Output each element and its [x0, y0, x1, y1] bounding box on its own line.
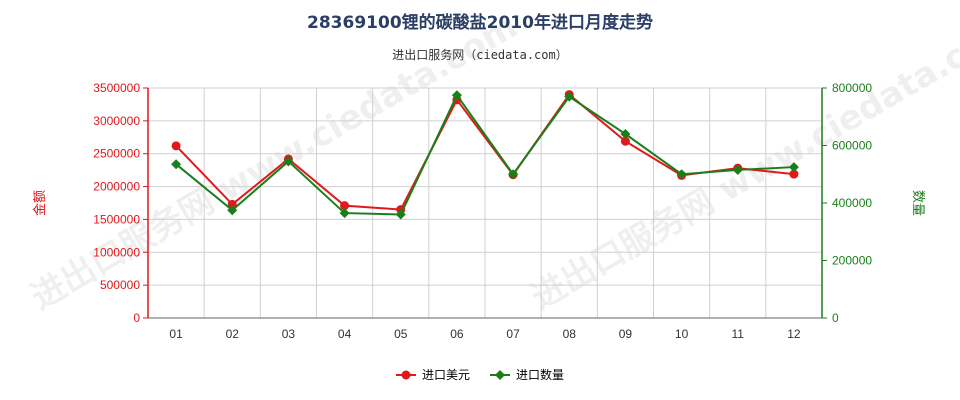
x-axis-tick-label: 05	[394, 327, 408, 341]
left-axis-tick-label: 3500000	[93, 81, 140, 95]
chart-title: 28369100锂的碳酸盐2010年进口月度走势	[307, 13, 653, 33]
data-point	[451, 90, 462, 101]
x-axis-tick-label: 02	[226, 327, 240, 341]
data-point	[788, 162, 799, 173]
data-point	[676, 169, 687, 180]
series-line	[175, 93, 794, 216]
x-axis-tick-label: 01	[169, 327, 183, 341]
x-axis-tick-label: 08	[563, 327, 577, 341]
x-axis-tick-label: 11	[732, 327, 745, 341]
left-axis-tick-label: 2500000	[93, 147, 140, 161]
left-axis-tick-label: 0	[133, 311, 140, 325]
data-point	[339, 208, 350, 219]
left-axis-tick-label: 3000000	[93, 114, 140, 128]
right-axis-tick-label: 200000	[832, 254, 872, 268]
legend: 进口美元 进口数量	[396, 367, 564, 382]
legend-swatch-marker	[401, 370, 411, 380]
left-axis-tick-label: 1500000	[93, 212, 140, 226]
right-axis-tick-label: 800000	[832, 81, 872, 95]
data-point	[171, 141, 181, 151]
data-point	[395, 209, 406, 220]
right-axis-title: 数量	[910, 190, 925, 216]
data-point	[508, 169, 519, 180]
x-axis-tick-label: 04	[338, 327, 352, 341]
left-axis-tick-label: 2000000	[93, 180, 140, 194]
x-axis-tick-label: 07	[506, 327, 520, 341]
axes: 0500000100000015000002000000250000030000…	[32, 81, 925, 341]
data-point	[227, 199, 237, 209]
legend-label: 进口美元	[422, 368, 470, 382]
data-point	[283, 156, 294, 167]
x-axis-tick-label: 03	[282, 327, 296, 341]
chart-subtitle: 进出口服务网（ciedata.com）	[392, 48, 568, 62]
legend-swatch-marker	[495, 370, 505, 380]
watermark-right: 进出口服务网 www.ciedata.com	[525, 6, 960, 318]
data-point	[789, 169, 799, 179]
x-axis-tick-label: 06	[450, 327, 464, 341]
right-axis-tick-label: 600000	[832, 139, 872, 153]
data-point	[340, 201, 350, 211]
data-point	[171, 159, 182, 170]
right-axis-tick-label: 0	[832, 311, 839, 325]
watermark-layer: 进出口服务网 www.ciedata.com 进出口服务网 www.ciedat…	[25, 6, 960, 318]
watermark-left: 进出口服务网 www.ciedata.com	[25, 6, 525, 318]
series-layer	[171, 90, 799, 220]
data-point	[620, 129, 631, 139]
right-axis-tick-label: 400000	[832, 196, 872, 210]
data-point	[620, 136, 630, 146]
left-axis-title: 金额	[32, 190, 48, 216]
left-axis-tick-label: 500000	[100, 278, 140, 292]
series-2	[171, 90, 799, 220]
data-point	[564, 91, 575, 102]
x-axis-tick-label: 12	[787, 327, 801, 341]
left-axis-tick-label: 1000000	[93, 245, 140, 259]
data-point	[227, 205, 238, 216]
x-axis-tick-label: 10	[675, 327, 689, 341]
data-point	[732, 164, 743, 175]
x-axis-tick-label: 09	[619, 327, 633, 341]
legend-label: 进口数量	[516, 367, 564, 382]
